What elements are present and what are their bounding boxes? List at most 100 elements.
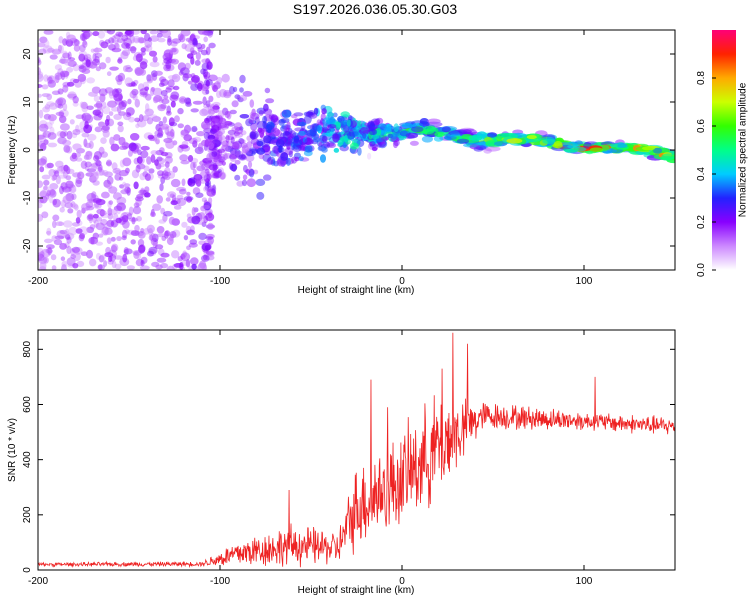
spectrogram-cell	[148, 228, 153, 236]
spectrogram-cell	[288, 150, 293, 158]
spectrogram-cell	[117, 58, 123, 64]
spectrogram-cell	[238, 94, 248, 102]
spectrogram-cell	[289, 130, 297, 139]
spectrogram-cell	[99, 209, 105, 217]
spectrogram-cell	[223, 120, 228, 126]
spectrogram-cell	[229, 134, 238, 139]
spectrogram-cell	[211, 188, 216, 196]
spectrogram-cell	[124, 186, 131, 193]
spectrogram-cell	[113, 205, 123, 212]
spectrogram-cell	[98, 255, 105, 263]
spectrogram-cell	[148, 136, 156, 142]
spectrogram-cell	[207, 211, 213, 219]
spectrogram-cell	[65, 166, 71, 175]
spectrogram-cell	[87, 133, 97, 141]
spectrogram-cell	[38, 59, 42, 66]
spectrogram-cell	[250, 112, 260, 120]
spectrogram-cell	[208, 115, 219, 122]
spectrogram-cell	[85, 59, 91, 68]
spectrogram-cell	[179, 144, 189, 149]
spectrogram-cell	[41, 93, 51, 98]
spectrogram-cell	[205, 224, 216, 229]
spectrogram-cell	[130, 133, 140, 141]
spectrogram-cell	[199, 160, 208, 166]
spectrogram-cell	[166, 237, 174, 246]
spectrogram-cell	[149, 61, 160, 68]
spectrogram-cell	[191, 263, 197, 270]
spectrogram-cell	[135, 53, 143, 63]
spectrogram-cell	[150, 211, 156, 218]
spectrogram-cell	[217, 110, 225, 119]
spectrogram-y-tick-label: -10	[22, 190, 33, 205]
spectrogram-cell	[259, 128, 265, 138]
spectrogram-cell	[173, 263, 184, 268]
spectrogram-cell	[188, 37, 194, 44]
spectrogram-cell	[159, 262, 169, 269]
spectrogram-cell	[101, 125, 110, 133]
spectrogram-cell	[85, 151, 93, 160]
spectrogram-cell	[207, 108, 215, 116]
spectrogram-cell	[130, 46, 137, 54]
spectrogram-cell	[150, 154, 156, 163]
spectrogram-cell	[111, 106, 119, 112]
spectrogram-cell	[198, 232, 207, 240]
spectrogram-cell	[374, 118, 381, 125]
spectrogram-cell	[201, 139, 209, 147]
spectrogram-cell	[130, 144, 139, 153]
spectrogram-cell	[171, 38, 182, 44]
spectrogram-cell	[125, 167, 130, 174]
spectrogram-cell	[51, 235, 58, 242]
spectrogram-cell	[71, 132, 78, 139]
spectrogram-cell	[67, 93, 77, 99]
spectrogram-cell	[119, 257, 130, 267]
spectrogram-cell	[49, 195, 54, 204]
spectrogram-cell	[216, 121, 222, 129]
spectrogram-cell	[99, 209, 105, 217]
spectrogram-cell	[52, 220, 57, 229]
spectrogram-cell	[123, 247, 129, 256]
spectrogram-cell	[115, 88, 122, 94]
spectrogram-cell	[201, 162, 210, 171]
spectrogram-cell	[180, 30, 191, 37]
spectrogram-cell	[179, 154, 189, 162]
spectrogram-cell	[134, 68, 143, 76]
spectrogram-cell	[150, 237, 159, 246]
spectrogram-cell	[75, 228, 83, 234]
spectrogram-cell	[150, 150, 158, 156]
spectrogram-cell	[213, 81, 221, 90]
spectrogram-cell	[151, 261, 160, 268]
spectrogram-cell	[216, 76, 223, 85]
spectrogram-cell	[233, 140, 243, 150]
spectrogram-cell	[135, 53, 143, 63]
spectrogram-cell	[97, 111, 104, 118]
spectrogram-cell	[192, 187, 201, 195]
spectrogram-cell	[199, 170, 207, 179]
spectrogram-cell	[441, 126, 451, 133]
spectrogram-cell	[170, 200, 178, 206]
spectrogram-cell	[101, 191, 110, 199]
spectrogram-cell	[47, 76, 53, 84]
spectrogram-cell	[78, 233, 85, 242]
spectrogram-cell	[231, 126, 240, 133]
spectrogram-cell	[180, 67, 190, 75]
spectrogram-cell	[203, 199, 208, 208]
spectrogram-cell	[157, 170, 164, 177]
spectrogram-cell	[137, 231, 146, 239]
spectrogram-cell	[118, 111, 127, 116]
spectrogram-cell	[214, 133, 219, 143]
spectrogram-cell	[197, 142, 203, 152]
spectrogram-cell	[49, 189, 56, 196]
spectrogram-cell	[208, 142, 215, 150]
spectrogram-cell	[92, 109, 102, 116]
spectrogram-cell	[144, 192, 151, 198]
spectrogram-cell	[211, 82, 222, 90]
spectrogram-cell	[61, 186, 72, 193]
spectrogram-cell	[210, 170, 219, 179]
spectrogram-cell	[42, 186, 52, 195]
spectrogram-cell	[138, 37, 146, 44]
spectrogram-cell	[128, 217, 139, 222]
spectrogram-cell	[38, 42, 46, 48]
spectrogram-cell	[74, 79, 82, 88]
spectrogram-cell	[225, 120, 230, 129]
